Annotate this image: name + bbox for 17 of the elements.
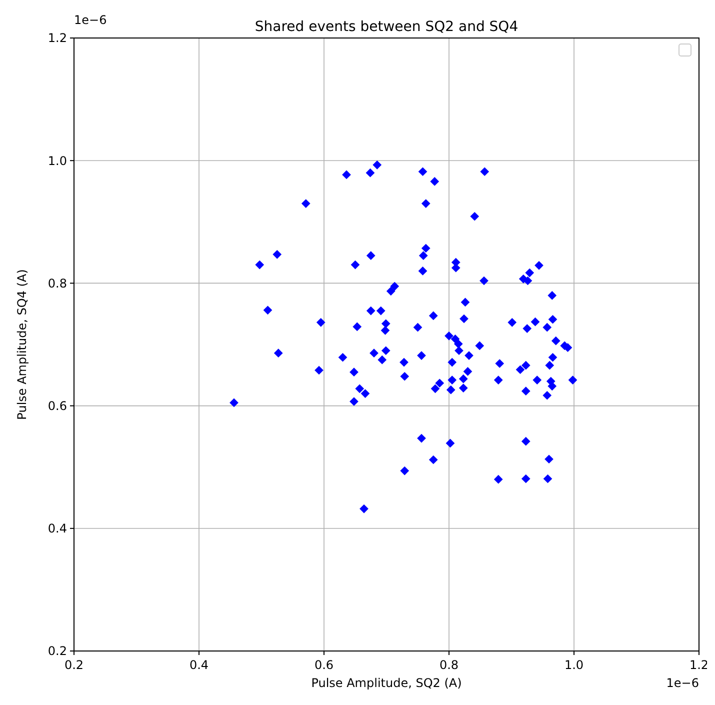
y-axis-title: Pulse Amplitude, SQ4 (A): [15, 269, 29, 420]
x-tick-label: 0.4: [189, 658, 209, 672]
x-tick-label: 0.8: [439, 658, 459, 672]
y-tick-label: 1.0: [48, 154, 67, 168]
y-tick-label: 1.2: [48, 31, 67, 46]
y-tick-label: 0.4: [48, 522, 67, 536]
y-tick-label: 0.2: [48, 644, 67, 658]
x-tick-label: 0.6: [314, 658, 334, 672]
chart-title: Shared events between SQ2 and SQ4: [254, 19, 518, 35]
text: 1e−6: [74, 13, 107, 27]
x-axis-title: Pulse Amplitude, SQ2 (A): [311, 676, 462, 690]
y-tick-label: 0.8: [48, 276, 67, 290]
y-tick-label: 0.6: [48, 399, 67, 413]
x-tick-label: 0.2: [64, 658, 84, 672]
x-tick-label: 1.2: [689, 658, 709, 672]
x-tick-label: 1.0: [564, 658, 584, 672]
text: 1e−6: [666, 676, 699, 690]
